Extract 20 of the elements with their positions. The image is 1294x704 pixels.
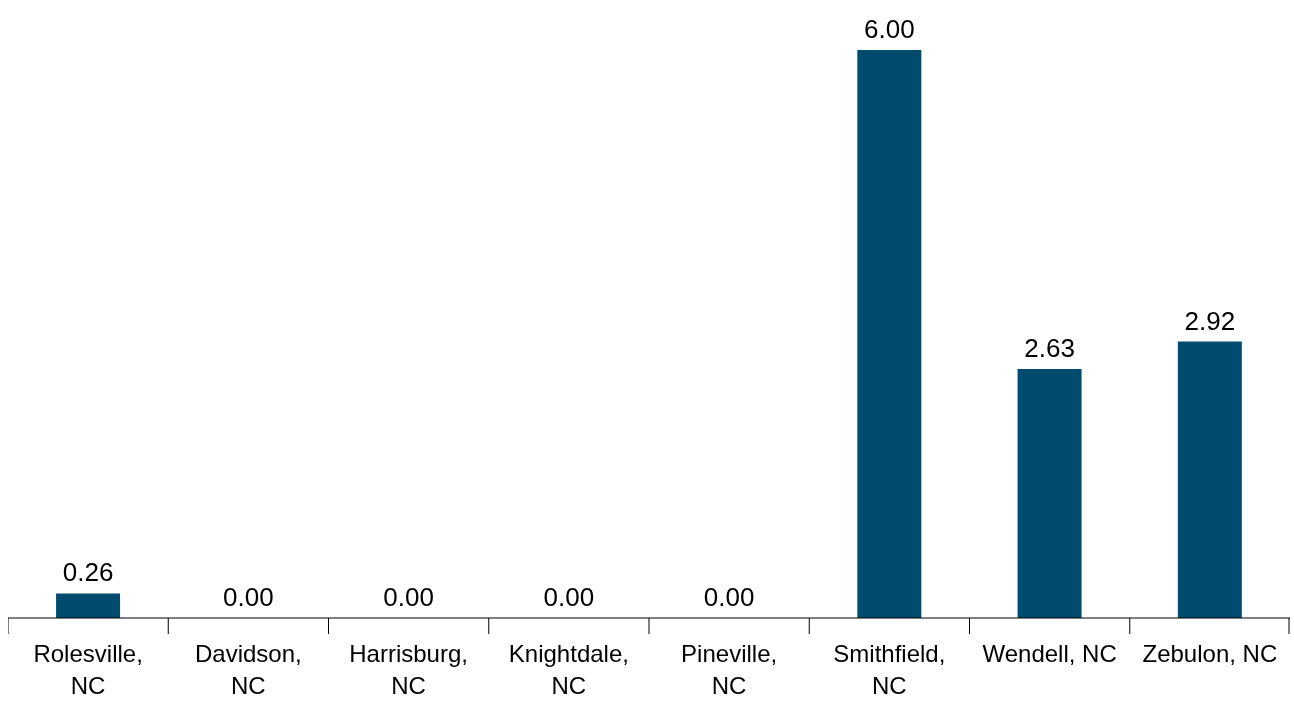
x-tick-label: Harrisburg, NC	[349, 640, 468, 699]
x-tick-label: Davidson, NC	[195, 640, 302, 699]
data-label: 0.00	[223, 582, 274, 612]
x-tick-label: Pineville, NC	[681, 640, 778, 699]
data-label: 2.63	[1024, 333, 1075, 364]
data-label: 0.00	[703, 582, 755, 612]
data-label: 0.00	[543, 582, 595, 612]
x-tick-label: Knightdale, NC	[508, 640, 629, 699]
data-label: 2.92	[1184, 305, 1236, 336]
x-tick-label: Smithfield, NC	[833, 640, 946, 699]
bar	[1177, 341, 1242, 618]
bar	[857, 50, 922, 618]
bar	[56, 593, 121, 618]
data-label: 0.26	[62, 557, 114, 588]
x-tick-label: Zebulon, NC	[1142, 640, 1278, 667]
data-label: 6.00	[864, 14, 915, 44]
x-tick-label: Rolesville, NC	[33, 640, 143, 699]
bar	[1017, 369, 1082, 618]
data-label: 0.00	[383, 582, 434, 612]
x-tick-label: Wendell, NC	[982, 640, 1117, 667]
